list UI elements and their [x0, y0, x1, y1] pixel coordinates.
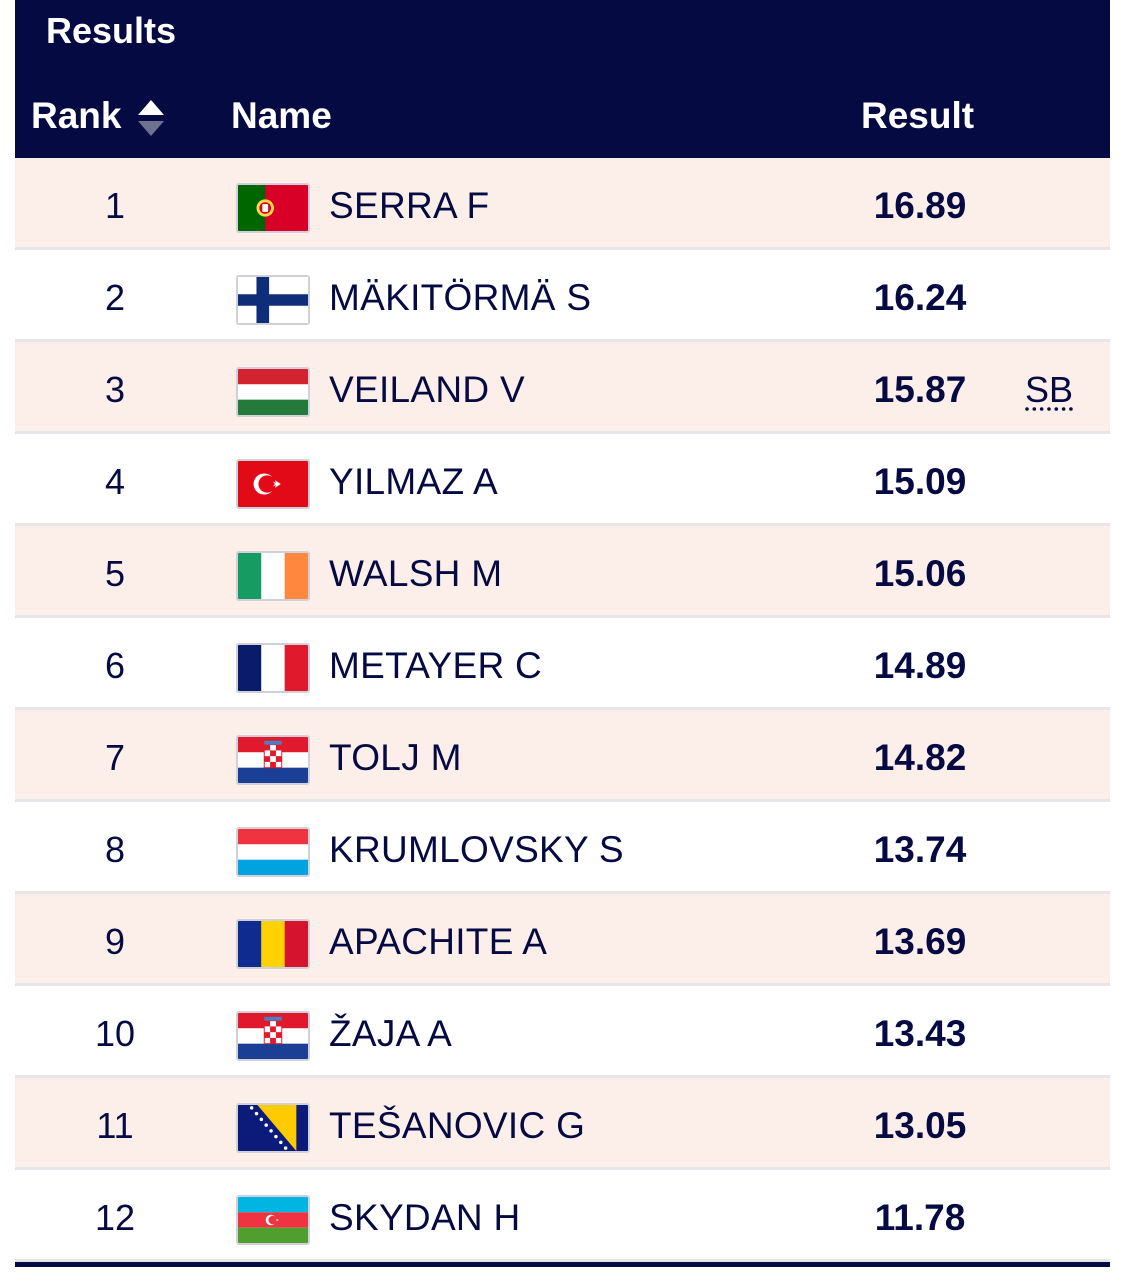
result-cell: 15.09	[873, 461, 967, 502]
rank-cell: 12	[94, 1197, 136, 1238]
romania-flag-icon	[236, 919, 310, 969]
rank-cell: 5	[104, 553, 126, 594]
table-row[interactable]: 8 KRUMLOVSKY S 13.74	[15, 802, 1110, 894]
table-row[interactable]: 7 TOLJ M 14.82	[15, 710, 1110, 802]
table-row[interactable]: 5 WALSH M 15.06	[15, 526, 1110, 618]
athlete-name[interactable]: SKYDAN H	[329, 1197, 521, 1238]
table-row[interactable]: 6 METAYER C 14.89	[15, 618, 1110, 710]
result-cell: 14.82	[873, 737, 967, 778]
athlete-name[interactable]: SERRA F	[329, 185, 490, 226]
note-badge[interactable]: SB	[1025, 369, 1074, 410]
table-row[interactable]: 1 SERRA F 16.89	[15, 158, 1110, 250]
table-body: 1 SERRA F 16.89 2 MÄKITÖRMÄ S 16.24 3 VE…	[15, 158, 1110, 1262]
table-row[interactable]: 2 MÄKITÖRMÄ S 16.24	[15, 250, 1110, 342]
table-row[interactable]: 10 ŽAJA A 13.43	[15, 986, 1110, 1078]
athlete-name[interactable]: METAYER C	[329, 645, 543, 686]
hungary-flag-icon	[236, 367, 310, 417]
table-row[interactable]: 11 TEŠANOVIC G 13.05	[15, 1078, 1110, 1170]
athlete-name[interactable]: KRUMLOVSKY S	[329, 829, 624, 870]
rank-cell: 7	[104, 737, 126, 778]
ireland-flag-icon	[236, 551, 310, 601]
athlete-name[interactable]: WALSH M	[329, 553, 503, 594]
result-cell: 14.89	[873, 645, 967, 686]
result-cell: 13.69	[873, 921, 967, 962]
table-row[interactable]: 12 SKYDAN H 11.78	[15, 1170, 1110, 1262]
rank-cell: 9	[104, 921, 126, 962]
croatia-flag-icon	[236, 735, 310, 785]
rank-cell: 10	[94, 1013, 136, 1054]
finland-flag-icon	[236, 275, 310, 325]
france-flag-icon	[236, 643, 310, 693]
sort-icon[interactable]	[136, 98, 166, 138]
athlete-name[interactable]: TEŠANOVIC G	[329, 1105, 586, 1146]
name-column-header: Name	[231, 95, 332, 136]
rank-cell: 3	[104, 369, 126, 410]
athlete-name[interactable]: APACHITE A	[329, 921, 548, 962]
result-cell: 13.43	[873, 1013, 967, 1054]
table-bottom-border	[15, 1262, 1110, 1267]
rank-cell: 11	[96, 1105, 134, 1146]
result-cell: 16.89	[873, 185, 967, 226]
rank-cell: 6	[104, 645, 126, 686]
luxembourg-flag-icon	[236, 827, 310, 877]
azerbaijan-flag-icon	[236, 1195, 310, 1245]
result-cell: 11.78	[874, 1197, 966, 1238]
table-row[interactable]: 3 VEILAND V 15.87 SB	[15, 342, 1110, 434]
table-header: Results Rank Name Result	[15, 0, 1110, 158]
athlete-name[interactable]: MÄKITÖRMÄ S	[329, 277, 592, 318]
table-row[interactable]: 9 APACHITE A 13.69	[15, 894, 1110, 986]
turkey-flag-icon	[236, 459, 310, 509]
croatia-flag-icon	[236, 1011, 310, 1061]
rank-cell: 8	[104, 829, 126, 870]
athlete-name[interactable]: VEILAND V	[329, 369, 525, 410]
rank-column-header[interactable]: Rank	[31, 95, 122, 136]
result-cell: 16.24	[873, 277, 967, 318]
rank-cell: 1	[104, 185, 126, 226]
result-column-header: Result	[861, 95, 975, 136]
table-title: Results	[46, 10, 177, 51]
athlete-name[interactable]: ŽAJA A	[329, 1013, 453, 1054]
result-cell: 13.05	[873, 1105, 967, 1146]
athlete-name[interactable]: YILMAZ A	[329, 461, 498, 502]
athlete-name[interactable]: TOLJ M	[329, 737, 462, 778]
rank-cell: 2	[104, 277, 126, 318]
result-cell: 15.06	[873, 553, 967, 594]
portugal-flag-icon	[236, 183, 310, 233]
result-cell: 15.87	[873, 369, 967, 410]
rank-cell: 4	[104, 461, 126, 502]
table-row[interactable]: 4 YILMAZ A 15.09	[15, 434, 1110, 526]
bosnia-flag-icon	[236, 1103, 310, 1153]
results-table: Results Rank Name Result 1 SERRA F 16.89…	[15, 0, 1110, 1267]
result-cell: 13.74	[873, 829, 967, 870]
